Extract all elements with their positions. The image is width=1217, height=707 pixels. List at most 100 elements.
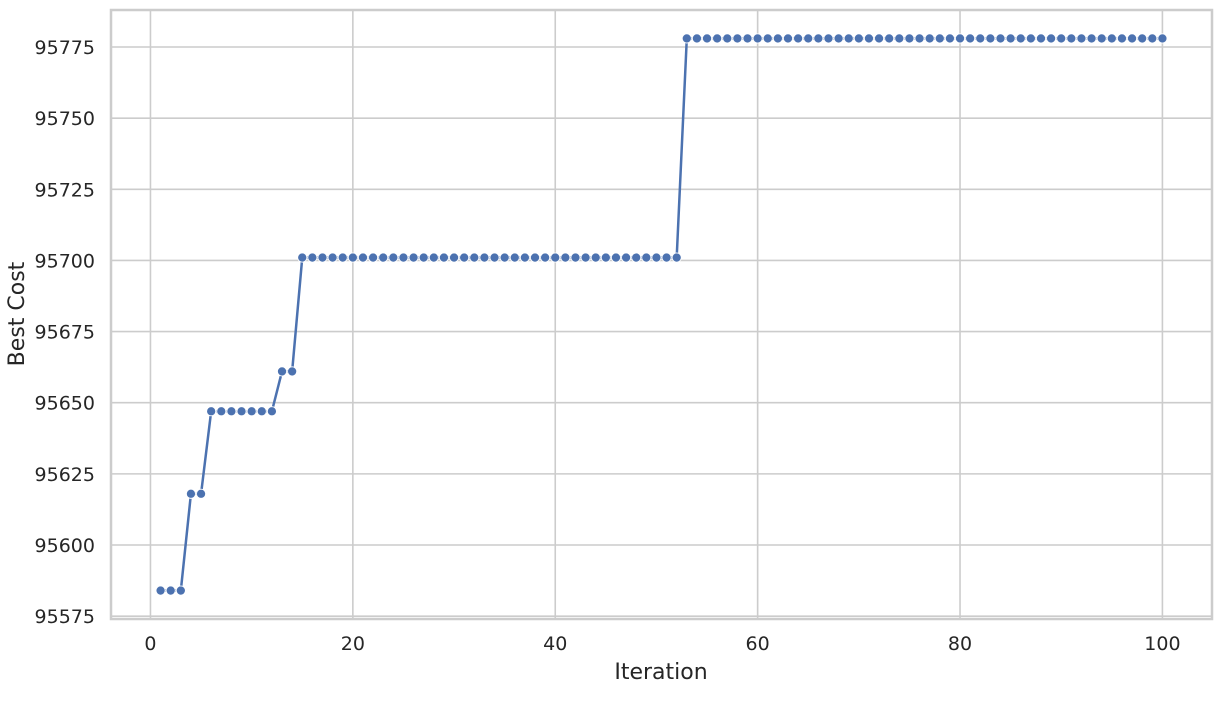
data-point [904,33,915,44]
data-point [438,252,449,263]
data-point [428,252,439,263]
y-tick-label: 95700 [35,250,95,272]
data-point [1127,33,1138,44]
data-point [874,33,885,44]
data-point [1086,33,1097,44]
y-tick-label: 95575 [35,606,95,628]
data-point [1005,33,1016,44]
data-point [378,252,389,263]
data-point [813,33,824,44]
y-tick-label: 95600 [35,535,95,557]
data-point [489,252,500,263]
y-axis: 95575 95600 95625 95650 95675 95700 95725 95750… [35,37,95,628]
data-point [418,252,429,263]
data-point [357,252,369,263]
data-point [388,252,399,263]
data-point [823,33,834,44]
data-point [398,252,409,263]
x-tick-label: 100 [1144,633,1180,655]
data-point [712,33,723,44]
data-point [985,33,996,44]
x-axis: 0 20 40 60 80 100 [144,633,1180,655]
data-point [165,585,176,596]
data-point [560,252,571,263]
data-point [347,252,358,263]
data-point [965,33,976,44]
data-point [499,252,510,263]
data-point [519,252,530,263]
data-point [317,252,328,263]
data-point [469,252,480,263]
x-tick-label: 80 [948,633,972,655]
data-point [1096,33,1107,44]
data-point [793,33,804,44]
data-point [540,252,551,263]
data-point [236,406,247,417]
data-point [216,406,227,417]
data-point [175,585,186,596]
data-point [368,252,379,263]
data-point [924,33,935,44]
data-point [742,33,753,44]
data-point [1147,33,1158,44]
data-point [196,488,207,499]
data-point [529,252,541,263]
data-point [276,366,288,377]
y-tick-label: 95725 [35,179,95,201]
data-point [944,33,955,44]
data-point [337,252,348,263]
data-point [681,33,692,44]
data-point [691,33,702,44]
data-point [995,33,1006,44]
series-line [160,37,1163,592]
data-point [307,252,318,263]
data-point [975,33,986,44]
data-point [772,33,783,44]
data-point [1046,33,1057,44]
data-point [934,33,945,44]
data-point [1137,33,1148,44]
data-point [1157,33,1168,44]
grid-layer [111,10,1212,619]
data-point [1056,33,1067,44]
data-point [185,488,196,499]
data-point [661,252,672,263]
data-point [155,585,166,596]
data-point [1066,33,1077,44]
data-point [327,252,338,263]
data-point [256,406,267,417]
data-point [914,33,925,44]
data-point [782,33,794,44]
data-point [459,252,470,263]
data-point [590,252,601,263]
plot-frame [109,8,1214,621]
series-layer [155,33,1168,596]
y-tick-label: 95750 [35,108,95,130]
data-point [641,252,652,263]
data-point [449,252,460,263]
data-point [621,252,632,263]
data-point [226,406,237,417]
data-point [954,33,966,44]
data-point [1116,33,1127,44]
data-point [853,33,864,44]
data-point [550,252,561,263]
data-point [266,406,277,417]
data-point [1035,33,1047,44]
data-point [762,33,773,44]
data-point [894,33,905,44]
data-point [408,252,419,263]
data-point [570,252,581,263]
data-point [803,33,814,44]
data-point [843,33,854,44]
data-point [287,366,298,377]
data-point [1076,33,1087,44]
data-point [651,252,662,263]
data-point [580,252,591,263]
y-tick-label: 95775 [35,37,95,59]
data-point [1015,33,1026,44]
data-point [1025,33,1036,44]
data-point [833,33,844,44]
data-point [297,252,308,263]
